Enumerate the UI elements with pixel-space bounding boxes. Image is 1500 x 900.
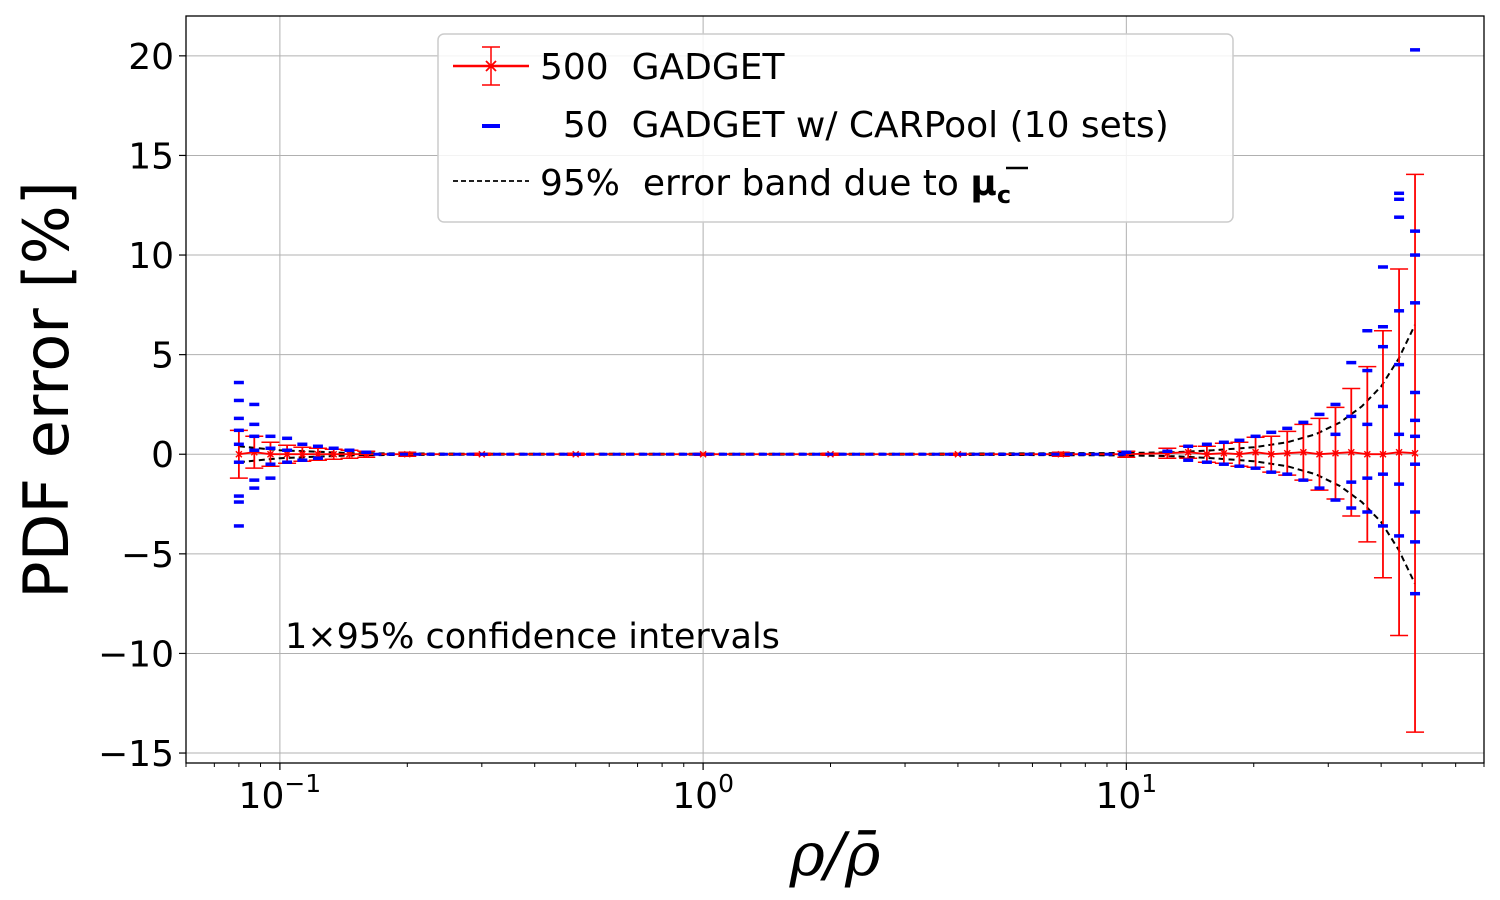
gadget-x-marker [314, 450, 322, 458]
x-tick-base: 10 [1095, 776, 1141, 817]
confidence-annotation: 1×95% confidence intervals [285, 617, 780, 657]
x-tick-label: 10−1 [239, 769, 322, 817]
gadget-x-marker [1267, 450, 1275, 458]
legend-entry-band: 95% error band due to μc [453, 163, 1028, 209]
gadget-x-marker [1331, 449, 1339, 457]
gadget-x-marker [1283, 449, 1291, 457]
y-tick-label: 5 [151, 336, 174, 377]
gadget-500-series [229, 173, 1425, 733]
gadget-x-marker [699, 450, 707, 458]
gadget-x-marker [1235, 450, 1243, 458]
legend-label-band-subscript: c [997, 181, 1011, 209]
x-tick-exponent: 1 [1141, 769, 1157, 798]
y-tick-label: 0 [151, 435, 174, 476]
gadget-x-marker [1395, 448, 1403, 456]
legend-label-carpool: 50 GADGET w/ CARPool (10 sets) [540, 105, 1169, 146]
y-tick-label: 15 [128, 136, 174, 177]
x-tick-exponent: −1 [284, 769, 321, 798]
gadget-x-marker [1315, 450, 1323, 458]
gadget-x-marker [1203, 450, 1211, 458]
gadget-x-marker [1363, 450, 1371, 458]
legend-red-x-marker [485, 60, 497, 72]
x-tick-base: 10 [239, 776, 285, 817]
gadget-x-marker [1379, 450, 1387, 458]
y-tick-label: −5 [121, 535, 174, 576]
gadget-x-marker [330, 450, 338, 458]
legend-label-band-symbol: μ [970, 163, 997, 204]
x-axis-label: ρ/ρ̄ [789, 820, 881, 890]
y-tick-label: 20 [128, 37, 174, 78]
gadget-x-marker [1057, 450, 1065, 458]
x-tick-base: 10 [672, 776, 718, 817]
gadget-x-marker [954, 450, 962, 458]
y-tick-label: 10 [128, 236, 174, 277]
x-tick-labels: 10−1 100 101 [239, 769, 1158, 817]
y-axis-label: PDF error [%] [10, 181, 83, 599]
x-tick-exponent: 0 [718, 769, 734, 798]
gadget-x-marker [1299, 448, 1307, 456]
gadget-x-marker [1252, 448, 1260, 456]
y-tick-labels: −15 −10 −5 0 5 10 15 20 [98, 37, 174, 775]
legend-entry-carpool: 50 GADGET w/ CARPool (10 sets) [482, 105, 1169, 146]
axis-ticks [179, 55, 1485, 770]
gadget-x-marker [1347, 448, 1355, 456]
legend-box [437, 33, 1234, 223]
gadget-x-marker [266, 450, 274, 458]
gadget-x-marker [345, 450, 353, 458]
carpool-series [233, 48, 1421, 596]
x-tick-label: 100 [672, 769, 734, 817]
grid [186, 16, 1484, 763]
legend-label-band-prefix: 95% error band due to [540, 163, 970, 204]
legend-entry-gadget: 500 GADGET [453, 46, 785, 88]
legend: 500 GADGET 50 GADGET w/ CARPool (10 sets… [437, 33, 1234, 223]
y-tick-label: −15 [98, 734, 174, 775]
y-tick-label: −10 [98, 634, 174, 675]
legend-label-band: 95% error band due to μc [540, 163, 1011, 209]
gadget-x-marker [283, 450, 291, 458]
plot-frame [185, 15, 1485, 764]
gadget-x-marker [1184, 448, 1192, 456]
gadget-x-marker [1220, 449, 1228, 457]
gadget-x-marker [298, 450, 306, 458]
gadget-x-marker [235, 450, 243, 458]
legend-label-gadget: 500 GADGET [540, 47, 785, 88]
gadget-x-marker [1411, 449, 1419, 457]
x-tick-label: 101 [1095, 769, 1157, 817]
